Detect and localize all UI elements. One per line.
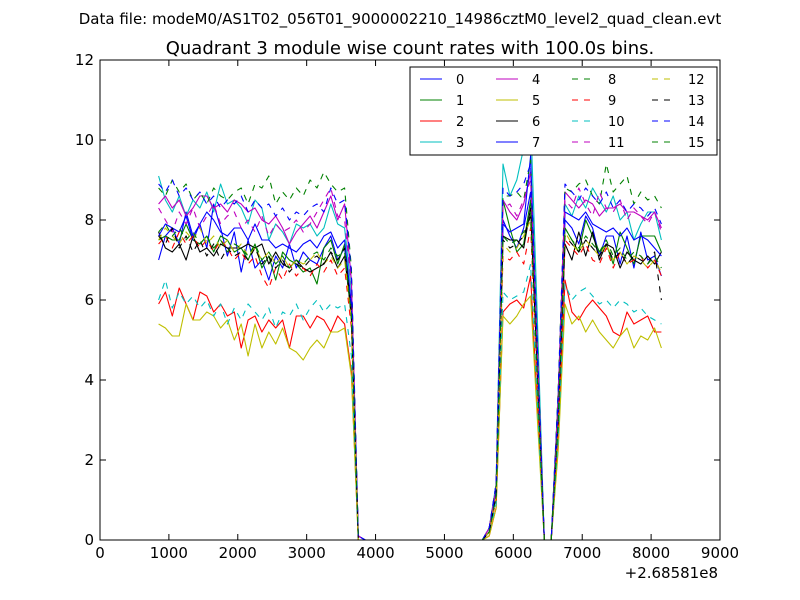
legend-label-14: 14 bbox=[688, 115, 705, 130]
axis-ticks: 0 1000 2000 3000 4000 5000 6000 7000 8000 9000 0 2 4… bbox=[75, 51, 739, 562]
chart-title: Quadrant 3 module wise count rates with … bbox=[166, 38, 655, 59]
legend-label-6: 6 bbox=[532, 115, 540, 130]
x-tick-label: 0 bbox=[95, 544, 105, 562]
series-line-8 bbox=[158, 159, 662, 540]
series-line-9 bbox=[158, 227, 662, 540]
legend-label-12: 12 bbox=[688, 73, 705, 88]
series-layer bbox=[158, 115, 662, 540]
series-line-1 bbox=[158, 199, 662, 540]
legend-label-1: 1 bbox=[456, 94, 464, 109]
legend-label-11: 11 bbox=[608, 136, 625, 151]
x-tick-label: 9000 bbox=[701, 544, 739, 562]
series-line-15 bbox=[158, 211, 662, 540]
legend-label-3: 3 bbox=[456, 136, 464, 151]
series-line-7 bbox=[158, 155, 662, 540]
x-offset-label: +2.68581e8 bbox=[625, 564, 718, 582]
legend-label-4: 4 bbox=[532, 73, 540, 88]
y-tick-label: 2 bbox=[84, 451, 94, 469]
series-line-10 bbox=[158, 263, 662, 540]
series-line-13 bbox=[158, 215, 662, 540]
x-tick-label: 1000 bbox=[150, 544, 188, 562]
x-tick-label: 7000 bbox=[563, 544, 601, 562]
legend-label-7: 7 bbox=[532, 136, 540, 151]
x-tick-label: 3000 bbox=[288, 544, 326, 562]
series-line-4 bbox=[158, 171, 662, 540]
y-tick-label: 6 bbox=[84, 291, 94, 309]
legend-label-15: 15 bbox=[688, 136, 705, 151]
series-line-2 bbox=[158, 275, 662, 540]
x-tick-label: 2000 bbox=[219, 544, 257, 562]
series-line-12 bbox=[158, 219, 662, 540]
series-line-6 bbox=[158, 207, 662, 540]
y-tick-label: 10 bbox=[75, 131, 94, 149]
y-tick-label: 12 bbox=[75, 51, 94, 69]
legend-label-9: 9 bbox=[608, 94, 616, 109]
legend-label-2: 2 bbox=[456, 115, 464, 130]
data-file-header: Data file: modeM0/AS1T02_056T01_90000022… bbox=[79, 10, 722, 29]
y-tick-label: 0 bbox=[84, 531, 94, 549]
x-tick-label: 5000 bbox=[425, 544, 463, 562]
x-tick-label: 6000 bbox=[494, 544, 532, 562]
legend-label-10: 10 bbox=[608, 115, 625, 130]
y-tick-label: 8 bbox=[84, 211, 94, 229]
series-line-0 bbox=[158, 191, 662, 540]
legend-label-5: 5 bbox=[532, 94, 540, 109]
legend-label-0: 0 bbox=[456, 73, 464, 88]
x-tick-label: 4000 bbox=[356, 544, 394, 562]
plot-area: 0 1000 2000 3000 4000 5000 6000 7000 8000 9000 0 2 4… bbox=[75, 51, 739, 562]
series-line-5 bbox=[158, 295, 662, 540]
x-tick-label: 8000 bbox=[632, 544, 670, 562]
series-line-14 bbox=[158, 163, 662, 540]
legend-frame bbox=[409, 66, 718, 156]
legend-label-13: 13 bbox=[688, 94, 705, 109]
series-line-3 bbox=[158, 115, 662, 540]
legend-label-8: 8 bbox=[608, 73, 616, 88]
y-tick-label: 4 bbox=[84, 371, 94, 389]
